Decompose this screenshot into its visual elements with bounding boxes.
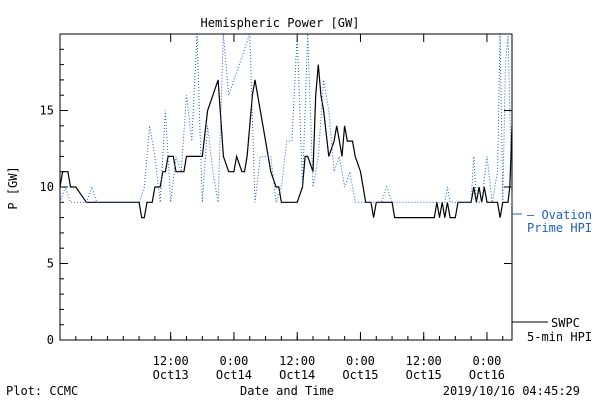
swpc-hpi-line [59, 64, 513, 219]
y-tick-label: 10 [40, 180, 54, 194]
legend-ovation-line1: — Ovation [527, 208, 592, 222]
x-tick-label-date: Oct13 [153, 368, 189, 382]
x-tick-label-date: Oct15 [406, 368, 442, 382]
x-tick-label-time: 0:00 [219, 354, 248, 368]
x-tick-label-date: Oct14 [216, 368, 252, 382]
y-axis-label: P [GW] [6, 166, 20, 209]
footer-center: Date and Time [240, 384, 334, 398]
y-tick-label: 5 [47, 257, 54, 271]
y-tick-label: 0 [47, 333, 54, 347]
x-tick-label-date: Oct14 [279, 368, 315, 382]
chart-title: Hemispheric Power [GW] [201, 16, 360, 30]
x-tick-label-time: 0:00 [473, 354, 502, 368]
ovation-prime-hpi-line [59, 33, 513, 203]
x-tick-label-time: 0:00 [346, 354, 375, 368]
legend-swpc-line1: SWPC [551, 316, 580, 330]
footer-right: 2019/10/16 04:45:29 [443, 384, 580, 398]
legend-ovation-line2: Prime HPI [527, 221, 592, 235]
x-tick-label-time: 12:00 [153, 354, 189, 368]
legend-swpc-line2: 5-min HPI [527, 330, 592, 344]
y-tick-label: 15 [40, 104, 54, 118]
x-tick-label-time: 12:00 [406, 354, 442, 368]
x-tick-label-date: Oct15 [342, 368, 378, 382]
x-tick-label-date: Oct16 [469, 368, 505, 382]
x-tick-label-time: 12:00 [279, 354, 315, 368]
footer-left: Plot: CCMC [6, 384, 78, 398]
